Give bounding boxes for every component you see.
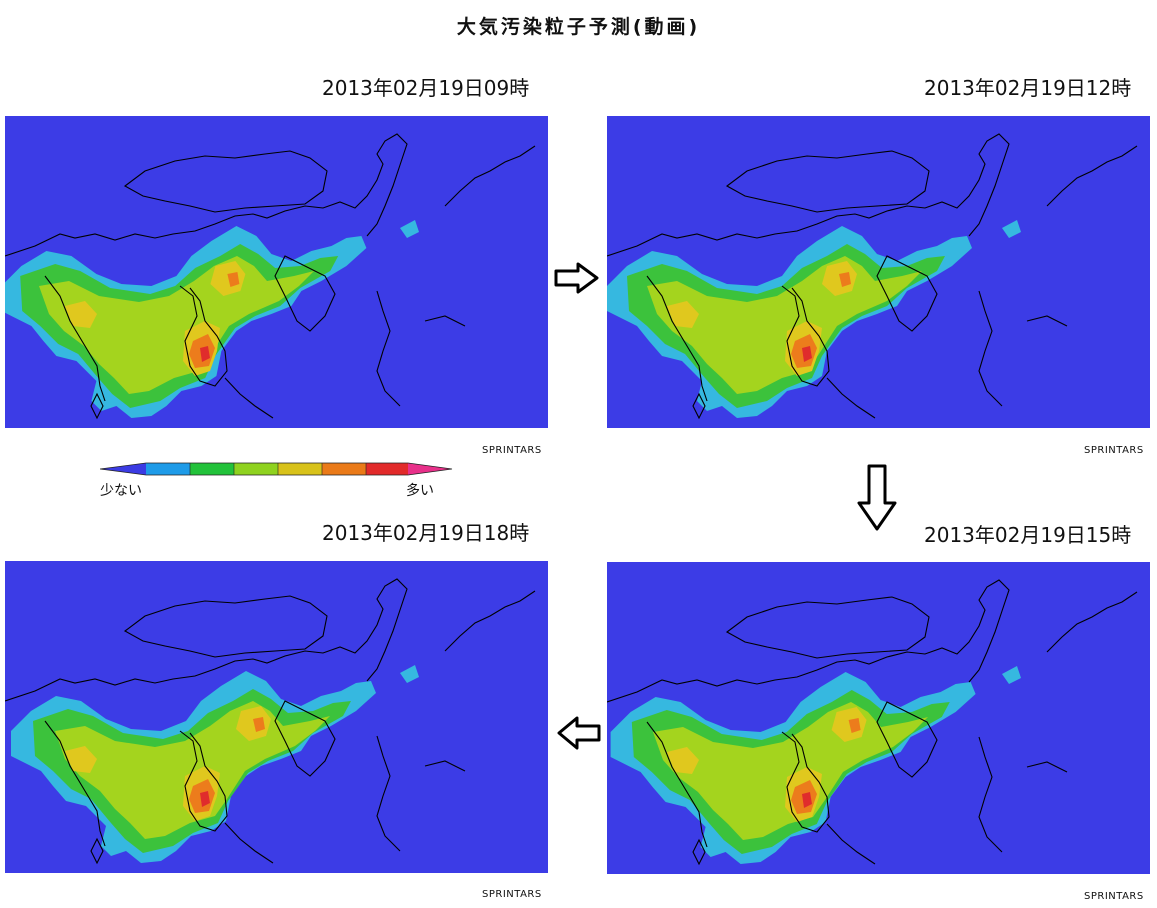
hotspot-yellow — [65, 301, 97, 328]
coastline — [1046, 145, 1138, 207]
coastline — [179, 730, 228, 832]
right-arrow-icon — [554, 262, 599, 294]
credit-0: SPRINTARS — [482, 445, 542, 456]
coastline — [424, 760, 466, 772]
forecast-map — [607, 116, 1150, 428]
coastline — [692, 392, 706, 420]
forecast-map — [5, 116, 548, 428]
coastline — [607, 579, 1010, 703]
coastlines — [5, 578, 536, 865]
coastline — [1046, 591, 1138, 653]
legend-swatch — [366, 463, 408, 475]
hotspot-orange — [839, 272, 851, 287]
coastline — [607, 133, 1010, 257]
coastline — [376, 290, 401, 407]
hotspot-yellow — [667, 301, 699, 328]
coastline — [978, 736, 1003, 853]
hotspot-red — [802, 792, 812, 808]
coastline — [224, 377, 274, 419]
coastline — [826, 377, 876, 419]
map-panel-09 — [5, 116, 548, 428]
coastline — [781, 731, 830, 833]
coastline — [376, 735, 401, 852]
coastline — [826, 823, 876, 865]
coastline — [646, 721, 708, 848]
coastlines — [607, 579, 1138, 866]
coastline — [274, 255, 336, 332]
coastline — [692, 838, 706, 866]
legend-swatch — [322, 463, 366, 475]
hotspot-orange — [848, 718, 861, 733]
hotspot-yellow — [236, 706, 271, 741]
coastline — [646, 275, 708, 402]
legend-swatch — [234, 463, 278, 475]
color-legend: 少ない 多い — [99, 460, 455, 500]
hotspot-yellow — [667, 747, 699, 774]
page-title: 大気汚染粒子予測(動画) — [456, 16, 701, 38]
hotspot-red — [200, 791, 210, 807]
map-panel-18 — [5, 561, 548, 873]
plume-patch — [1002, 666, 1021, 684]
legend-swatch — [146, 463, 190, 475]
plume-patch — [400, 220, 419, 238]
coastline — [90, 392, 104, 420]
coastline — [90, 837, 104, 865]
hotspot-red — [802, 346, 812, 362]
coastline — [781, 285, 830, 387]
legend-low-triangle — [100, 463, 146, 475]
coastline — [444, 145, 536, 207]
hotspot-orange — [253, 717, 265, 732]
legend-high-triangle — [408, 463, 452, 475]
legend-swatch — [190, 463, 234, 475]
plume-yellowgreen — [647, 256, 922, 394]
coastline — [44, 720, 106, 847]
coastline — [44, 275, 106, 402]
hotspot-orange — [227, 272, 240, 287]
map-panel-12 — [607, 116, 1150, 428]
coastline — [876, 701, 938, 778]
legend-colorbar — [99, 462, 453, 476]
hotspot-yellow — [65, 746, 97, 773]
coastline — [725, 150, 930, 213]
coastline — [5, 578, 408, 702]
coastline — [123, 150, 328, 213]
coastline — [5, 133, 408, 257]
coastlines — [607, 133, 1138, 420]
coastline — [179, 285, 228, 387]
coastline — [224, 822, 274, 864]
left-arrow-icon — [557, 716, 601, 750]
credit-3: SPRINTARS — [482, 889, 542, 900]
hotspot-yellow — [831, 707, 867, 742]
coastline — [424, 315, 466, 327]
coastline — [1026, 315, 1068, 327]
plume-patch — [400, 665, 419, 683]
plume-patch — [1002, 220, 1021, 238]
hotspot-yellow — [822, 261, 857, 296]
credit-2: SPRINTARS — [1084, 891, 1144, 902]
coastline — [274, 700, 336, 777]
coastline — [1026, 761, 1068, 773]
coastline — [123, 595, 328, 658]
coastline — [725, 596, 930, 659]
map-panel-15 — [607, 562, 1150, 874]
timestamp-1: 2013年02月19日12時 — [924, 76, 1132, 100]
coastlines — [5, 133, 536, 420]
hotspot-red — [200, 346, 210, 362]
down-arrow-icon — [857, 464, 897, 531]
legend-low-label: 少ない — [100, 483, 142, 499]
forecast-map — [5, 561, 548, 873]
credit-1: SPRINTARS — [1084, 445, 1144, 456]
coastline — [444, 590, 536, 652]
plume-yellowgreen — [39, 256, 314, 394]
legend-high-label: 多い — [406, 483, 434, 499]
legend-swatch — [278, 463, 322, 475]
timestamp-0: 2013年02月19日09時 — [322, 76, 530, 100]
coastline — [978, 290, 1003, 407]
timestamp-3: 2013年02月19日18時 — [322, 521, 530, 545]
timestamp-2: 2013年02月19日15時 — [924, 523, 1132, 547]
forecast-map — [607, 562, 1150, 874]
coastline — [876, 255, 938, 332]
hotspot-yellow — [210, 261, 246, 296]
